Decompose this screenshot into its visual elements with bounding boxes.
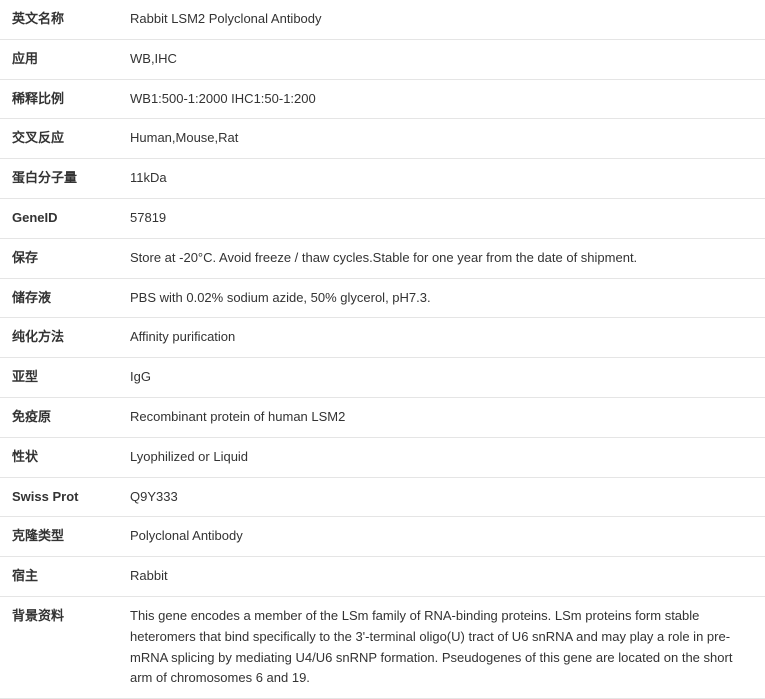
row-value: WB,IHC [130,49,757,70]
table-row: 交叉反应 Human,Mouse,Rat [0,119,765,159]
table-row: 稀释比例 WB1:500-1:2000 IHC1:50-1:200 [0,80,765,120]
row-label: 纯化方法 [12,327,130,348]
row-value: Recombinant protein of human LSM2 [130,407,757,428]
row-value: IgG [130,367,757,388]
row-value: Polyclonal Antibody [130,526,757,547]
table-row: 保存 Store at -20°C. Avoid freeze / thaw c… [0,239,765,279]
row-value: 11kDa [130,168,757,189]
row-label: 稀释比例 [12,89,130,110]
table-row: 宿主 Rabbit [0,557,765,597]
table-row: 克隆类型 Polyclonal Antibody [0,517,765,557]
row-label: 性状 [12,447,130,468]
row-label: 背景资料 [12,606,130,627]
table-row: 应用 WB,IHC [0,40,765,80]
row-label: 亚型 [12,367,130,388]
row-label: 保存 [12,248,130,269]
row-label: Swiss Prot [12,487,130,508]
row-label: 克隆类型 [12,526,130,547]
row-label: 宿主 [12,566,130,587]
table-row: 免疫原 Recombinant protein of human LSM2 [0,398,765,438]
table-row: 蛋白分子量 11kDa [0,159,765,199]
row-label: 应用 [12,49,130,70]
row-value: Rabbit LSM2 Polyclonal Antibody [130,9,757,30]
row-label: 英文名称 [12,9,130,30]
row-value: Store at -20°C. Avoid freeze / thaw cycl… [130,248,757,269]
table-row: 亚型 IgG [0,358,765,398]
table-row: 背景资料 This gene encodes a member of the L… [0,597,765,699]
row-value: 57819 [130,208,757,229]
row-value: Rabbit [130,566,757,587]
row-value: This gene encodes a member of the LSm fa… [130,606,757,689]
row-value: Affinity purification [130,327,757,348]
row-label: 免疫原 [12,407,130,428]
table-row: 纯化方法 Affinity purification [0,318,765,358]
table-row: 英文名称 Rabbit LSM2 Polyclonal Antibody [0,0,765,40]
row-value: Lyophilized or Liquid [130,447,757,468]
table-row: 储存液 PBS with 0.02% sodium azide, 50% gly… [0,279,765,319]
row-value: Q9Y333 [130,487,757,508]
row-value: WB1:500-1:2000 IHC1:50-1:200 [130,89,757,110]
row-value: PBS with 0.02% sodium azide, 50% glycero… [130,288,757,309]
row-label: 交叉反应 [12,128,130,149]
spec-table: 英文名称 Rabbit LSM2 Polyclonal Antibody 应用 … [0,0,765,699]
row-label: 储存液 [12,288,130,309]
table-row: GeneID 57819 [0,199,765,239]
table-row: 性状 Lyophilized or Liquid [0,438,765,478]
row-label: GeneID [12,208,130,229]
table-row: Swiss Prot Q9Y333 [0,478,765,518]
row-label: 蛋白分子量 [12,168,130,189]
row-value: Human,Mouse,Rat [130,128,757,149]
